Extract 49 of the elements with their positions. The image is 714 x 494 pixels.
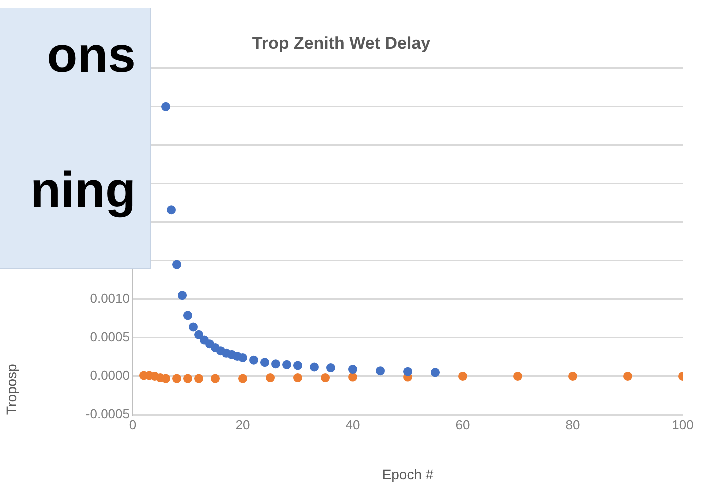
point xyxy=(162,102,170,112)
annotation: ons xyxy=(47,26,136,84)
point xyxy=(272,360,280,369)
point xyxy=(514,372,522,381)
point xyxy=(624,372,632,381)
point xyxy=(250,356,258,365)
point xyxy=(184,374,192,384)
x-tick-label: 0 xyxy=(129,417,137,432)
y-tick-label: -0.0005 xyxy=(86,406,130,422)
y-tick-label: 0.0005 xyxy=(90,330,130,345)
point xyxy=(348,372,358,382)
x-tick-label: 20 xyxy=(236,417,250,432)
x-tick-label: 40 xyxy=(346,417,360,432)
point xyxy=(178,291,187,300)
point xyxy=(189,322,198,332)
y-tick-label: 0.0000 xyxy=(90,368,130,384)
point xyxy=(294,374,302,383)
annotation: ning xyxy=(30,161,136,219)
x-tick-label: 60 xyxy=(456,417,470,432)
point xyxy=(172,374,182,384)
point xyxy=(194,330,204,340)
point xyxy=(310,362,319,372)
point xyxy=(376,366,385,376)
point xyxy=(294,361,302,370)
y-axis-title: Troposp xyxy=(3,364,20,415)
point xyxy=(162,374,170,384)
point xyxy=(260,358,270,368)
point xyxy=(184,311,192,320)
x-tick-label: 100 xyxy=(672,417,694,432)
text-panel: ons ning xyxy=(0,8,151,269)
point xyxy=(238,354,248,363)
point xyxy=(194,374,204,384)
point xyxy=(211,374,220,384)
point xyxy=(568,372,578,381)
point xyxy=(458,372,468,381)
point xyxy=(266,374,275,383)
point xyxy=(348,365,358,374)
x-tick-label: 80 xyxy=(566,417,580,432)
point xyxy=(238,374,248,384)
point xyxy=(431,368,440,378)
chart-title: Trop Zenith Wet Delay xyxy=(252,34,432,53)
point xyxy=(282,360,292,370)
point xyxy=(172,260,182,270)
x-axis-title: Epoch # xyxy=(382,466,434,482)
point xyxy=(321,374,330,383)
point xyxy=(167,206,176,215)
y-tick-label: 0.0010 xyxy=(90,291,130,306)
point xyxy=(404,367,412,376)
point xyxy=(326,364,336,373)
